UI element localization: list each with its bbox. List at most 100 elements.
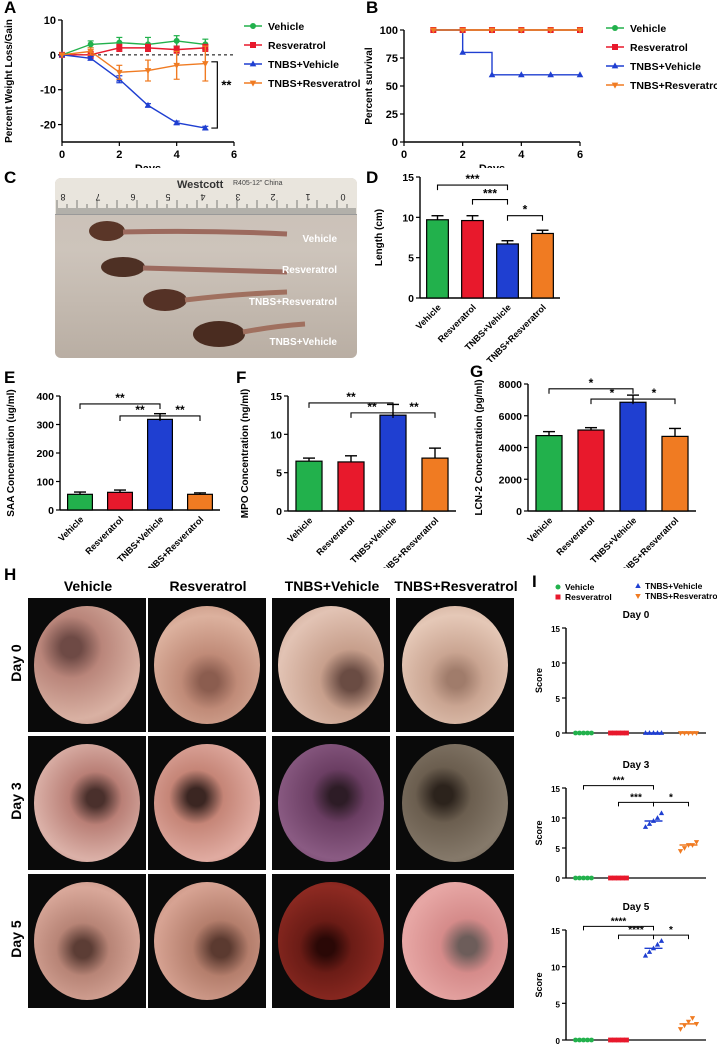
data-point xyxy=(547,71,554,78)
endoscopic-view xyxy=(34,606,140,724)
ruler-brand: Westcott xyxy=(177,179,224,191)
endoscopy-image-day-0-tnbs-vehicle xyxy=(272,598,390,732)
y-tick-label: 300 xyxy=(36,420,54,432)
y-tick-label: 0 xyxy=(408,293,414,305)
legend-marker xyxy=(555,594,561,600)
significance-label: * xyxy=(652,386,657,400)
significance-label: *** xyxy=(613,776,625,787)
sample-label-tnbs-resveratrol: TNBS+Resveratrol xyxy=(248,297,337,308)
score-day0-scatter: Day 0 0 5 10 15 Score xyxy=(534,610,706,739)
y-tick-label: 15 xyxy=(551,785,560,794)
y-tick-label: 5 xyxy=(276,468,282,480)
y-tick-label: 5 xyxy=(408,253,414,265)
ruler-number: 1 xyxy=(305,192,310,202)
y-tick-label: 0 xyxy=(556,1037,561,1046)
y-tick-label: 15 xyxy=(402,172,414,184)
series-line xyxy=(61,40,206,56)
data-point xyxy=(654,941,661,947)
legend-label: Resveratrol xyxy=(268,40,326,52)
ruler-number: 3 xyxy=(235,192,240,202)
y-axis-label: Percent Weight Loss/Gain xyxy=(4,19,15,143)
data-point xyxy=(576,71,584,78)
panel-letter-f: F xyxy=(236,368,247,387)
bar-vehicle xyxy=(535,430,563,512)
data-point xyxy=(646,949,653,954)
y-tick-label: 10 xyxy=(270,429,282,441)
data-point xyxy=(459,48,466,55)
legend-label: Resveratrol xyxy=(565,592,612,602)
y-tick-label: 4000 xyxy=(499,443,523,455)
significance-label: ** xyxy=(221,78,232,93)
bar xyxy=(461,219,484,299)
ruler-number: 4 xyxy=(200,192,205,202)
chart-title: Day 5 xyxy=(623,902,650,913)
legend-marker xyxy=(250,23,256,29)
x-tick-label: 4 xyxy=(174,149,181,161)
y-tick-label: 15 xyxy=(551,927,560,936)
row-label-day-3: Day 3 xyxy=(8,782,24,820)
significance-label: **** xyxy=(611,916,627,927)
column-label-vehicle: Vehicle xyxy=(63,578,113,594)
ruler-number: 2 xyxy=(270,192,275,202)
row-label-day-0: Day 0 xyxy=(8,644,24,682)
y-tick-label: 50 xyxy=(386,81,398,93)
legend-label: TNBS+Vehicle xyxy=(630,61,701,73)
endoscopy-image-day-5-vehicle xyxy=(28,874,146,1008)
data-point xyxy=(488,71,496,78)
group-vehicle xyxy=(573,730,594,736)
group-tnbs-vehicle xyxy=(642,730,665,735)
colon-samples xyxy=(89,221,306,347)
ruler: 8 7 6 5 4 3 2 1 0 Westcott R405-12" China xyxy=(55,178,357,215)
y-tick-label: 10 xyxy=(551,815,560,824)
group-tnbs-vehicle xyxy=(642,810,665,829)
ruler-number: 7 xyxy=(95,192,100,202)
group-tnbs-resveratrol xyxy=(677,840,700,854)
endoscopic-view xyxy=(154,744,260,862)
legend-marker xyxy=(555,584,561,590)
series-line xyxy=(61,50,206,73)
sample-label-tnbs-vehicle: TNBS+Vehicle xyxy=(269,337,337,348)
legend-label: TNBS+Vehicle xyxy=(268,59,339,71)
y-tick-label: 0 xyxy=(276,506,282,518)
column-label-tnbs-resveratrol: TNBS+Resveratrol xyxy=(394,578,518,594)
y-tick-label: 100 xyxy=(36,477,54,489)
legend-label: Vehicle xyxy=(268,21,304,33)
significance-label: * xyxy=(589,376,594,390)
endoscopy-image-day-5-resveratrol xyxy=(148,874,266,1008)
y-tick-label: 100 xyxy=(380,25,398,37)
category-label: Vehicle xyxy=(414,302,443,331)
data-point xyxy=(87,54,94,61)
y-tick-label: 8000 xyxy=(499,379,523,391)
mpo-bar-chart: 0 5 10 15 MPO Concentration (ng/ml) Vehicle Re… xyxy=(240,389,456,568)
legend-marker xyxy=(249,80,257,87)
data-point xyxy=(145,44,151,51)
y-tick-label: 15 xyxy=(551,625,560,634)
y-tick-label: 400 xyxy=(36,391,54,403)
data-point xyxy=(518,27,525,34)
legend-marker xyxy=(611,62,619,69)
bar-vehicle xyxy=(295,457,323,512)
significance-label: * xyxy=(669,792,673,803)
bar xyxy=(66,493,93,511)
endoscopic-view xyxy=(154,606,260,724)
significance-bracket xyxy=(653,801,689,807)
data-point xyxy=(144,101,152,108)
panel-letter-b: B xyxy=(366,0,379,17)
endoscopy-image-day-5-tnbs-resveratrol xyxy=(396,874,514,1008)
x-tick-label: 6 xyxy=(231,149,237,161)
significance-bracket xyxy=(632,398,676,405)
category-label: Resveratrol xyxy=(554,515,596,557)
significance-bracket xyxy=(79,403,161,409)
bar xyxy=(421,457,449,512)
significance-label: * xyxy=(610,386,615,400)
ruler-number: 6 xyxy=(130,192,135,202)
endoscopic-view xyxy=(402,882,508,1000)
legend-marker xyxy=(612,25,618,31)
legend-label: TNBS+Resveratrol xyxy=(630,80,717,92)
y-tick-label: 10 xyxy=(551,660,560,669)
x-tick-label: 0 xyxy=(59,149,65,161)
ruler-number: 5 xyxy=(165,192,170,202)
y-tick-label: 200 xyxy=(36,448,54,460)
bar xyxy=(531,232,554,299)
